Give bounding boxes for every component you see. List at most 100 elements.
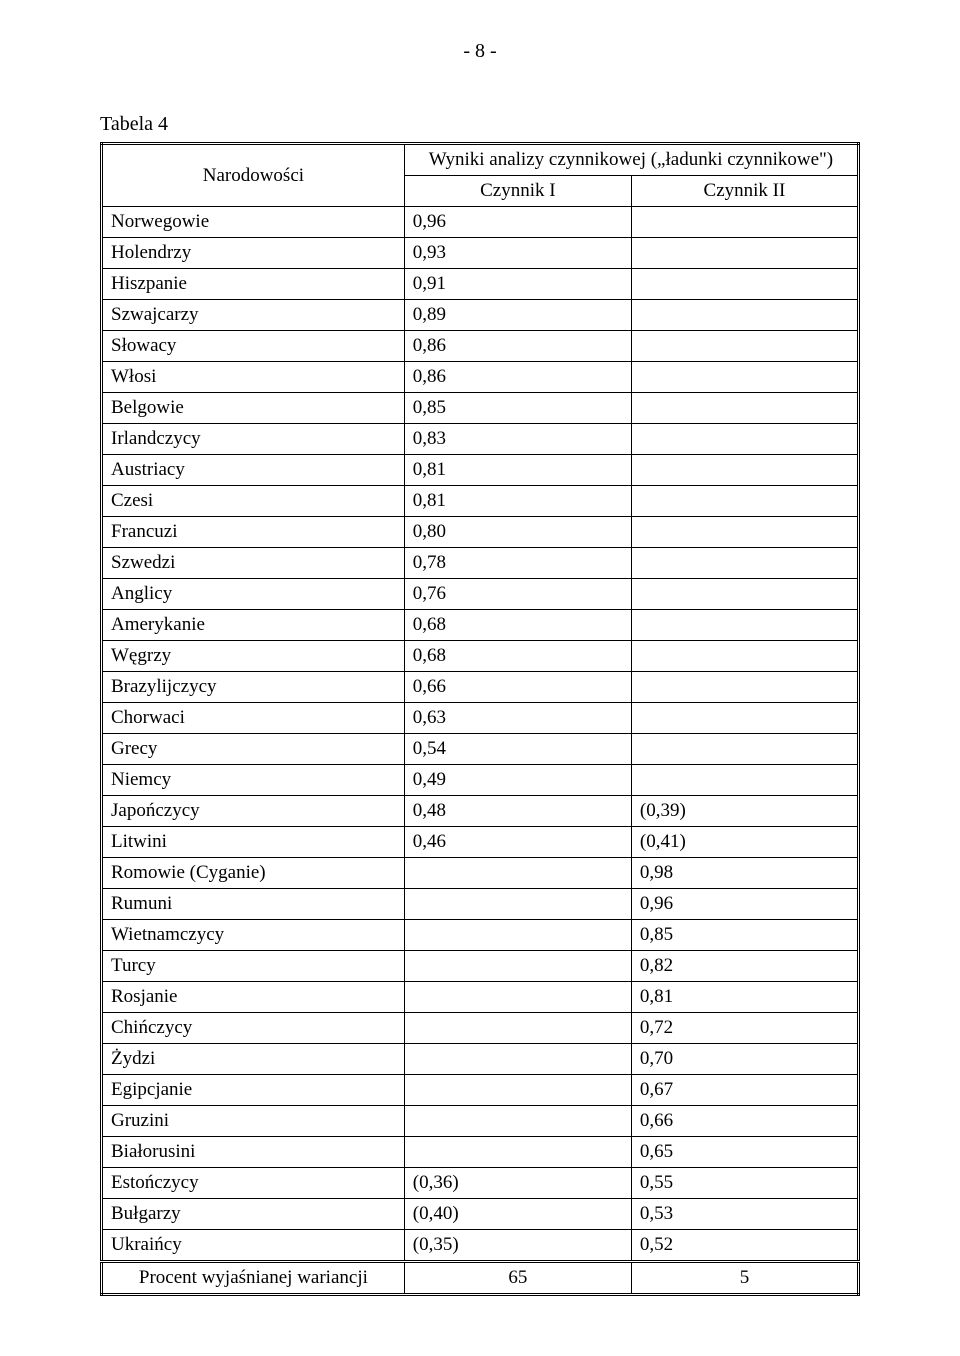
row-value-c2	[631, 455, 858, 486]
table-row: Białorusini0,65	[102, 1137, 859, 1168]
row-label: Anglicy	[102, 579, 405, 610]
row-value-c2	[631, 610, 858, 641]
row-value-c2	[631, 331, 858, 362]
row-value-c1: (0,36)	[404, 1168, 631, 1199]
table-row: Estończycy(0,36)0,55	[102, 1168, 859, 1199]
row-value-c2	[631, 517, 858, 548]
row-value-c2	[631, 734, 858, 765]
row-value-c2: 0,52	[631, 1230, 858, 1262]
table-row: Romowie (Cyganie) 0,98	[102, 858, 859, 889]
row-value-c2	[631, 641, 858, 672]
row-label: Niemcy	[102, 765, 405, 796]
row-value-c1	[404, 1137, 631, 1168]
table-row: Chorwaci0,63	[102, 703, 859, 734]
row-value-c1: 0,81	[404, 486, 631, 517]
table-row: Niemcy0,49	[102, 765, 859, 796]
footer-label: Procent wyjaśnianej wariancji	[102, 1262, 405, 1295]
row-value-c1	[404, 858, 631, 889]
page: - 8 - Tabela 4 Narodowości Wyniki analiz…	[0, 0, 960, 1356]
table-row: Rumuni 0,96	[102, 889, 859, 920]
row-value-c2: 0,55	[631, 1168, 858, 1199]
row-label: Rumuni	[102, 889, 405, 920]
table-row: Japończycy0,48(0,39)	[102, 796, 859, 827]
row-value-c1: 0,96	[404, 207, 631, 238]
row-value-c2	[631, 207, 858, 238]
row-label: Irlandczycy	[102, 424, 405, 455]
row-value-c2	[631, 579, 858, 610]
table-row: Irlandczycy0,83	[102, 424, 859, 455]
row-value-c1: 0,76	[404, 579, 631, 610]
data-table: Narodowości Wyniki analizy czynnikowej (…	[100, 142, 860, 1296]
row-label: Węgrzy	[102, 641, 405, 672]
row-value-c1	[404, 1013, 631, 1044]
row-value-c1	[404, 1044, 631, 1075]
footer-row: Procent wyjaśnianej wariancji655	[102, 1262, 859, 1295]
row-value-c2: 0,81	[631, 982, 858, 1013]
row-value-c1: 0,91	[404, 269, 631, 300]
row-label: Ukraińcy	[102, 1230, 405, 1262]
row-label: Belgowie	[102, 393, 405, 424]
row-value-c1: 0,48	[404, 796, 631, 827]
row-value-c2: 0,70	[631, 1044, 858, 1075]
table-row: Francuzi0,80	[102, 517, 859, 548]
table-row: Żydzi 0,70	[102, 1044, 859, 1075]
page-number: - 8 -	[100, 40, 860, 63]
row-label: Hiszpanie	[102, 269, 405, 300]
row-value-c2: (0,39)	[631, 796, 858, 827]
table-caption: Tabela 4	[100, 113, 860, 136]
row-label: Romowie (Cyganie)	[102, 858, 405, 889]
row-value-c1	[404, 982, 631, 1013]
row-value-c1: 0,86	[404, 362, 631, 393]
table-row: Norwegowie0,96	[102, 207, 859, 238]
row-value-c2	[631, 703, 858, 734]
row-value-c2: 0,98	[631, 858, 858, 889]
row-label: Żydzi	[102, 1044, 405, 1075]
row-value-c1	[404, 951, 631, 982]
table-row: Wietnamczycy 0,85	[102, 920, 859, 951]
table-row: Turcy0,82	[102, 951, 859, 982]
row-value-c1: 0,46	[404, 827, 631, 858]
row-value-c2	[631, 300, 858, 331]
row-value-c1	[404, 1106, 631, 1137]
table-row: Rosjanie0,81	[102, 982, 859, 1013]
table-row: Hiszpanie0,91	[102, 269, 859, 300]
row-value-c1: 0,49	[404, 765, 631, 796]
table-row: Amerykanie0,68	[102, 610, 859, 641]
row-value-c1: 0,85	[404, 393, 631, 424]
table-header: Narodowości Wyniki analizy czynnikowej (…	[102, 144, 859, 207]
table-row: Szwedzi0,78	[102, 548, 859, 579]
row-label: Estończycy	[102, 1168, 405, 1199]
row-label: Włosi	[102, 362, 405, 393]
table-row: Grecy0,54	[102, 734, 859, 765]
row-label: Bułgarzy	[102, 1199, 405, 1230]
table-row: Słowacy0,86	[102, 331, 859, 362]
table-row: Węgrzy0,68	[102, 641, 859, 672]
row-label: Norwegowie	[102, 207, 405, 238]
row-value-c2: 0,96	[631, 889, 858, 920]
row-value-c2	[631, 362, 858, 393]
row-value-c2	[631, 393, 858, 424]
row-value-c1: 0,81	[404, 455, 631, 486]
table-row: Anglicy0,76	[102, 579, 859, 610]
table-row: Belgowie0,85	[102, 393, 859, 424]
row-value-c2: 0,67	[631, 1075, 858, 1106]
row-value-c1: 0,66	[404, 672, 631, 703]
header-col2: Czynnik II	[631, 176, 858, 207]
row-value-c1	[404, 1075, 631, 1106]
footer-value-c2: 5	[631, 1262, 858, 1295]
row-label: Chorwaci	[102, 703, 405, 734]
table-row: Bułgarzy(0,40)0,53	[102, 1199, 859, 1230]
table-row: Holendrzy0,93	[102, 238, 859, 269]
row-label: Wietnamczycy	[102, 920, 405, 951]
row-label: Grecy	[102, 734, 405, 765]
row-value-c1: 0,54	[404, 734, 631, 765]
row-label: Chińczycy	[102, 1013, 405, 1044]
row-value-c1: 0,78	[404, 548, 631, 579]
row-label: Japończycy	[102, 796, 405, 827]
row-label: Czesi	[102, 486, 405, 517]
row-value-c2: 0,82	[631, 951, 858, 982]
table-row: Gruzini0,66	[102, 1106, 859, 1137]
row-value-c2: 0,85	[631, 920, 858, 951]
row-value-c2	[631, 548, 858, 579]
header-col1: Czynnik I	[404, 176, 631, 207]
